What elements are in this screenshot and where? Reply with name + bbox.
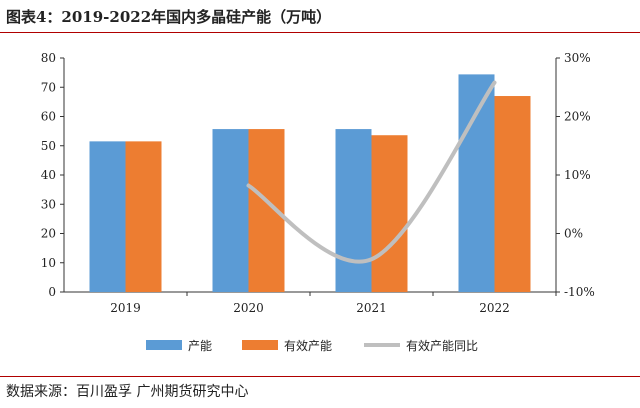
y-tick-label-right: 30% [564, 51, 591, 65]
y-tick-label-left: 10 [41, 256, 56, 270]
y-tick-label-right: 0% [564, 227, 583, 241]
y-tick-label-left: 60 [41, 110, 56, 124]
bar-capacity [89, 141, 126, 292]
legend-swatch [242, 340, 278, 350]
x-tick-label: 2019 [110, 301, 141, 315]
bar-effective-capacity [125, 141, 162, 292]
legend-label: 有效产能同比 [406, 338, 478, 353]
chart: 0 10 20 30 40 50 60 70 80 -10% 0% 10% 20% 30% 2019 2020… [41, 51, 595, 353]
legend-swatch [146, 340, 182, 350]
y-tick-label-left: 50 [41, 139, 56, 153]
legend-label: 有效产能 [284, 338, 332, 353]
y-tick-label-left: 30 [41, 197, 56, 211]
y-tick-label-right: -10% [564, 285, 595, 299]
y-tick-label-right: 20% [564, 110, 591, 124]
title-underline [0, 32, 640, 33]
y-tick-label-left: 20 [41, 227, 56, 241]
y-tick-label-left: 70 [41, 80, 56, 94]
bar-effective-capacity [371, 135, 408, 292]
source-divider [0, 376, 640, 377]
y-tick-label-left: 40 [41, 168, 56, 182]
chart-title: 图表4：2019-2022年国内多晶硅产能（万吨） [6, 8, 332, 26]
source-note: 数据来源：百川盈孚 广州期货研究中心 [6, 384, 249, 400]
bar-capacity [458, 74, 495, 292]
x-tick-label: 2021 [356, 301, 387, 315]
bar-effective-capacity [494, 96, 531, 293]
y-tick-label-left: 80 [41, 51, 56, 65]
x-tick-label: 2022 [479, 301, 510, 315]
y-tick-label-right: 10% [564, 168, 591, 182]
legend-label: 产能 [188, 339, 212, 353]
bar-capacity [335, 129, 372, 292]
x-tick-label: 2020 [233, 301, 264, 315]
y-tick-label-left: 0 [48, 285, 56, 299]
bar-capacity [212, 129, 249, 292]
line-effective-capacity-yoy [246, 80, 497, 264]
